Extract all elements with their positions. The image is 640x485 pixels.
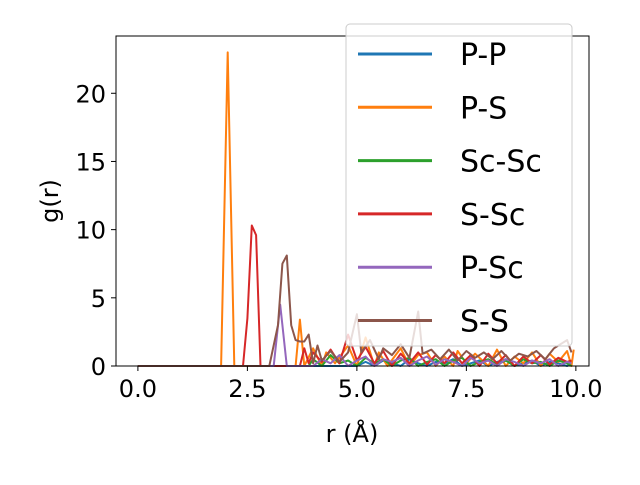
legend-label-2: Sc-Sc xyxy=(460,145,542,180)
y-tick-label: 10 xyxy=(75,217,106,245)
x-tick-label: 5.0 xyxy=(338,375,376,403)
legend-label-0: P-P xyxy=(460,38,506,73)
x-tick-label: 10.0 xyxy=(549,375,602,403)
y-tick-label: 0 xyxy=(91,353,106,381)
series-line-4 xyxy=(137,303,572,367)
x-tick-label: 7.5 xyxy=(447,375,485,403)
legend-box xyxy=(345,23,573,347)
x-tick-label: 2.5 xyxy=(228,375,266,403)
y-tick-label: 20 xyxy=(75,80,106,108)
legend-label-4: P-Sc xyxy=(460,251,524,286)
legend-label-3: S-Sc xyxy=(460,198,525,233)
legend-label-1: P-S xyxy=(460,91,507,126)
y-axis-ticks: 0 5 10 15 20 xyxy=(75,80,116,381)
y-axis-label: g(r) xyxy=(36,179,64,223)
legend: P-P P-S Sc-Sc S-Sc P-Sc S-S xyxy=(345,23,573,347)
x-axis-label: r (Å) xyxy=(326,419,379,448)
x-axis-ticks: 0.0 2.5 5.0 7.5 10.0 xyxy=(119,366,603,403)
y-tick-label: 15 xyxy=(75,148,106,176)
legend-label-5: S-S xyxy=(460,305,509,340)
x-tick-label: 0.0 xyxy=(119,375,157,403)
y-tick-label: 5 xyxy=(91,285,106,313)
series-line-5 xyxy=(137,254,573,367)
